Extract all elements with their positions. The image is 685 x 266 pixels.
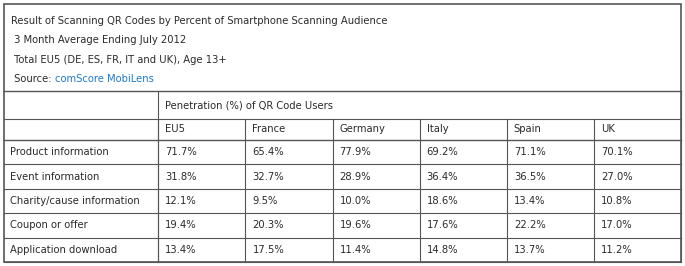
Text: 32.7%: 32.7% [253,172,284,182]
Text: Germany: Germany [340,124,386,134]
Text: 17.0%: 17.0% [601,221,632,230]
Text: Application download: Application download [10,245,117,255]
Text: Result of Scanning QR Codes by Percent of Smartphone Scanning Audience: Result of Scanning QR Codes by Percent o… [11,16,388,26]
Text: 31.8%: 31.8% [165,172,197,182]
Text: 36.5%: 36.5% [514,172,545,182]
Text: Penetration (%) of QR Code Users: Penetration (%) of QR Code Users [165,100,334,110]
Text: 69.2%: 69.2% [427,147,458,157]
Text: 9.5%: 9.5% [253,196,278,206]
Text: comScore MobiLens: comScore MobiLens [55,74,154,84]
Text: 19.6%: 19.6% [340,221,371,230]
Text: 36.4%: 36.4% [427,172,458,182]
Text: 17.5%: 17.5% [253,245,284,255]
Text: 28.9%: 28.9% [340,172,371,182]
Text: Source:: Source: [11,74,55,84]
Text: 13.7%: 13.7% [514,245,545,255]
Text: Charity/cause information: Charity/cause information [10,196,140,206]
Text: 27.0%: 27.0% [601,172,632,182]
Text: 10.8%: 10.8% [601,196,632,206]
Text: Total EU5 (DE, ES, FR, IT and UK), Age 13+: Total EU5 (DE, ES, FR, IT and UK), Age 1… [11,55,227,65]
Text: EU5: EU5 [165,124,186,134]
Text: 65.4%: 65.4% [253,147,284,157]
Text: 71.7%: 71.7% [165,147,197,157]
Text: 14.8%: 14.8% [427,245,458,255]
Text: 70.1%: 70.1% [601,147,632,157]
Text: Event information: Event information [10,172,99,182]
Text: 20.3%: 20.3% [253,221,284,230]
Text: Product information: Product information [10,147,109,157]
Text: 3 Month Average Ending July 2012: 3 Month Average Ending July 2012 [11,35,186,45]
Text: 18.6%: 18.6% [427,196,458,206]
Text: 11.4%: 11.4% [340,245,371,255]
Text: 13.4%: 13.4% [514,196,545,206]
Text: 19.4%: 19.4% [165,221,197,230]
Text: Spain: Spain [514,124,542,134]
Text: 71.1%: 71.1% [514,147,545,157]
Text: 10.0%: 10.0% [340,196,371,206]
Text: France: France [253,124,286,134]
Text: 13.4%: 13.4% [165,245,197,255]
Text: Italy: Italy [427,124,448,134]
Text: 12.1%: 12.1% [165,196,197,206]
Text: 22.2%: 22.2% [514,221,545,230]
Text: UK: UK [601,124,614,134]
Text: Coupon or offer: Coupon or offer [10,221,88,230]
Text: 11.2%: 11.2% [601,245,633,255]
Text: 77.9%: 77.9% [340,147,371,157]
Text: 17.6%: 17.6% [427,221,458,230]
